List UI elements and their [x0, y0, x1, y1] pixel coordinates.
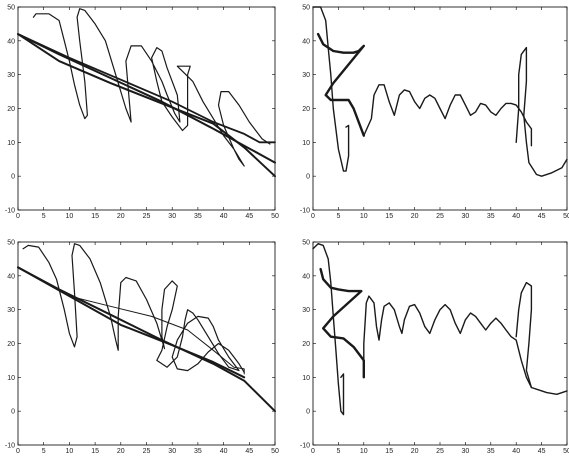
y-tick-label: 10	[7, 375, 15, 382]
x-tick-label: 40	[220, 213, 228, 220]
x-tick-label: 35	[194, 448, 202, 455]
y-tick-label: 0	[306, 409, 310, 416]
x-tick-label: 0	[16, 213, 20, 220]
y-tick-label: 30	[7, 307, 15, 314]
x-tick-label: 35	[194, 213, 202, 220]
series-line-2	[17, 33, 276, 144]
x-tick-label: 50	[563, 448, 569, 455]
y-tick-label: 30	[302, 72, 310, 79]
x-tick-label: 20	[117, 448, 125, 455]
x-tick-label: 45	[245, 448, 253, 455]
y-tick-label: 20	[7, 106, 15, 113]
x-tick-label: 50	[563, 213, 569, 220]
y-tick-label: 50	[7, 240, 15, 247]
y-tick-label: 20	[7, 341, 15, 348]
x-tick-label: 0	[311, 213, 315, 220]
y-tick-label: 30	[302, 307, 310, 314]
series-line-4	[515, 46, 568, 177]
x-tick-label: 10	[66, 213, 74, 220]
y-tick-label: 50	[302, 240, 310, 247]
x-tick-label: 25	[143, 448, 151, 455]
x-tick-label: 15	[385, 213, 393, 220]
x-tick-label: 15	[385, 448, 393, 455]
x-tick-label: 5	[42, 448, 46, 455]
y-tick-label: 0	[11, 174, 15, 181]
x-tick-label: 40	[512, 213, 520, 220]
x-tick-label: 35	[487, 448, 495, 455]
x-tick-label: 40	[512, 448, 520, 455]
x-tick-label: 45	[538, 448, 546, 455]
y-tick-label: 10	[302, 140, 310, 147]
x-tick-label: 0	[16, 448, 20, 455]
x-tick-label: 25	[143, 213, 151, 220]
y-tick-label: 20	[302, 106, 310, 113]
x-tick-label: 20	[411, 448, 419, 455]
y-tick-label: 50	[7, 5, 15, 12]
series-line-2	[312, 6, 350, 172]
series-line-4	[32, 8, 271, 167]
x-tick-label: 30	[168, 213, 176, 220]
series-line-4	[22, 243, 245, 373]
y-tick-label: 10	[7, 140, 15, 147]
series-line-4	[515, 281, 533, 389]
series-line-1	[316, 32, 365, 137]
y-tick-label: 0	[11, 409, 15, 416]
x-tick-label: 50	[271, 448, 279, 455]
x-tick-label: 15	[91, 213, 99, 220]
x-tick-label: 25	[436, 448, 444, 455]
y-tick-label: 30	[7, 72, 15, 79]
series-line-3	[17, 33, 276, 178]
y-tick-label: 40	[7, 38, 15, 45]
y-tick-label: 40	[302, 273, 310, 280]
x-tick-label: 10	[360, 213, 368, 220]
x-tick-label: 30	[462, 213, 470, 220]
series-line-2	[312, 242, 345, 416]
y-tick-label: -10	[5, 208, 15, 215]
x-tick-label: 20	[411, 213, 419, 220]
x-tick-label: 30	[462, 448, 470, 455]
y-tick-label: 50	[302, 5, 310, 12]
x-tick-label: 5	[336, 213, 340, 220]
y-tick-label: -10	[300, 208, 310, 215]
series-line-3	[363, 84, 533, 147]
x-tick-label: 20	[117, 213, 125, 220]
y-tick-label: 40	[7, 273, 15, 280]
x-tick-label: 50	[271, 213, 279, 220]
x-tick-label: 10	[360, 448, 368, 455]
x-tick-label: 5	[336, 448, 340, 455]
x-tick-label: 45	[538, 213, 546, 220]
x-tick-label: 25	[436, 213, 444, 220]
series-line-2	[17, 266, 246, 379]
x-tick-label: 35	[487, 213, 495, 220]
x-tick-label: 30	[168, 448, 176, 455]
x-tick-label: 0	[311, 448, 315, 455]
x-tick-label: 5	[42, 213, 46, 220]
y-tick-label: 0	[306, 174, 310, 181]
x-tick-label: 10	[66, 448, 74, 455]
series-line-3	[363, 295, 568, 395]
y-tick-label: -10	[5, 443, 15, 450]
y-tick-label: 20	[302, 341, 310, 348]
x-tick-label: 15	[91, 448, 99, 455]
y-tick-label: -10	[300, 443, 310, 450]
y-tick-label: 40	[302, 38, 310, 45]
x-tick-label: 40	[220, 448, 228, 455]
x-tick-label: 45	[245, 213, 253, 220]
y-tick-label: 10	[302, 375, 310, 382]
